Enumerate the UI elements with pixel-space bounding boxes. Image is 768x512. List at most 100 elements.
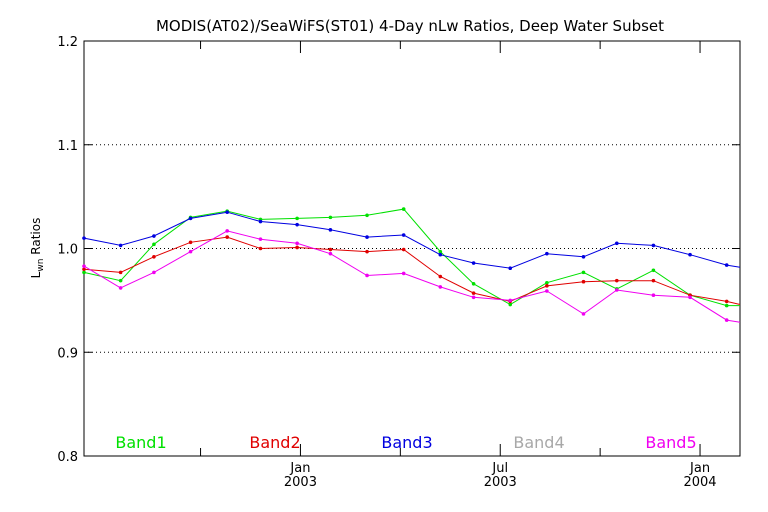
data-point [118,278,123,283]
series-band2 [82,235,741,305]
data-point [188,249,193,254]
data-point [724,318,729,322]
data-point [724,263,729,267]
series-line [83,208,740,307]
y-axis-label-main: L [29,271,43,278]
x-tick-label-year: 2003 [484,475,517,490]
data-point [651,243,656,248]
data-point [258,246,263,251]
legend-entry-band4: Band4 [513,433,564,452]
data-point [471,281,476,286]
data-point [724,299,729,304]
x-tick-label-month: Jul [491,461,508,476]
data-point [471,295,476,300]
data-point [295,222,299,227]
data-point [651,278,656,283]
data-point [614,278,619,283]
y-axis: 0.8 0.9 1.0 1.1 1.2 [57,35,740,465]
data-point [295,245,299,250]
data-point [82,264,86,268]
data-point [188,240,193,245]
data-point [225,229,229,233]
data-point [401,207,406,211]
data-point [545,289,549,293]
x-tick-label-year: 2003 [284,475,317,490]
x-tick-label-year: 2004 [683,475,716,490]
data-point [118,270,123,275]
series-line [83,211,741,269]
data-point [152,254,156,259]
data-point [258,237,263,241]
legend-entry-band3: Band3 [381,433,432,452]
data-point [225,235,229,239]
data-point [508,302,513,307]
y-axis-label-subscript: wn [36,259,46,272]
data-point [581,270,586,275]
data-point [401,233,406,237]
data-point [328,228,333,232]
data-point [328,251,333,256]
data-point [508,266,513,271]
legend-entry-band1: Band1 [115,433,166,452]
data-point [581,279,586,284]
data-point [508,298,513,303]
data-point [471,261,476,265]
data-point [688,295,692,300]
data-point [401,247,406,252]
data-point [651,268,656,273]
series-band5 [82,229,741,323]
data-point [118,286,123,290]
legend-entry-band2: Band2 [249,433,300,452]
data-point [328,247,333,252]
y-tick-label: 1.1 [57,139,78,154]
y-axis-label: Lwn Ratios [29,218,46,279]
data-point [152,234,156,238]
data-point [82,236,86,240]
data-point [471,291,476,295]
data-point [365,273,369,278]
data-point [581,312,586,316]
data-point [152,270,156,275]
data-point [651,293,656,297]
data-point [295,241,299,246]
series-line [83,230,741,323]
grid [84,144,740,353]
legend-entry-band5: Band5 [645,433,696,452]
data-point [438,274,443,279]
data-point [82,270,86,275]
data-point [365,213,369,218]
y-tick-label: 1.0 [57,243,78,258]
x-tick-label-month: Jan [689,461,710,476]
data-point [188,216,193,221]
y-tick-label: 0.9 [57,346,78,361]
data-point [295,216,299,221]
data-point [438,249,443,254]
data-point [438,285,443,289]
data-point [688,252,692,257]
series-group [82,207,741,323]
chart-title: MODIS(AT02)/SeaWiFS(ST01) 4-Day nLw Rati… [156,17,664,35]
y-tick-label: 1.2 [57,35,78,50]
data-point [82,267,86,272]
data-point [225,210,229,214]
data-point [328,215,333,220]
data-point [438,252,443,257]
data-point [724,303,729,308]
data-point [581,254,586,259]
x-tick-label-month: Jan [289,461,310,476]
data-point [365,249,369,254]
data-point [365,235,369,239]
data-point [152,242,156,247]
y-tick-label: 0.8 [57,450,78,465]
data-point [614,288,619,292]
y-axis-label-suffix: Ratios [29,218,43,259]
data-point [401,271,406,276]
data-point [545,251,549,256]
series-line [83,236,741,305]
legend: Band1 Band2 Band3 Band4 Band5 [115,433,696,452]
data-point [545,284,549,288]
data-point [545,280,549,285]
data-point [258,219,263,224]
